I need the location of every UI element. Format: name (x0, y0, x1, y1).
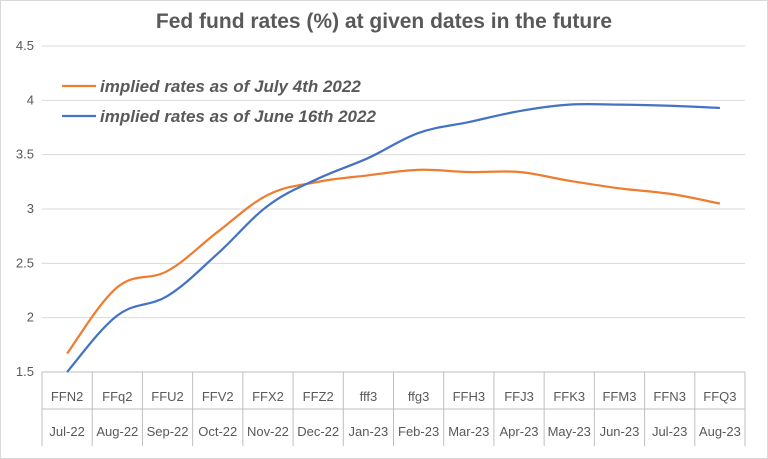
x-tick-label-date: Aug-22 (96, 424, 138, 439)
x-tick-label-code: FFq2 (102, 389, 132, 404)
x-tick-label-code: FFN3 (653, 389, 686, 404)
x-tick-label-code: FFU2 (151, 389, 184, 404)
x-tick-label-code: FFM3 (602, 389, 636, 404)
x-tick-label-code: FFQ3 (703, 389, 736, 404)
legend-label-1: implied rates as of July 4th 2022 (100, 77, 361, 96)
x-tick-label-code: FFV2 (202, 389, 234, 404)
x-tick-label-code: FFZ2 (303, 389, 334, 404)
y-tick-label: 2 (27, 310, 34, 325)
x-tick-label-code: ffg3 (408, 389, 429, 404)
x-tick-label-code: fff3 (360, 389, 378, 404)
y-tick-label: 4.5 (16, 38, 34, 53)
x-tick-label-date: Jan-23 (349, 424, 389, 439)
y-tick-label: 2.5 (16, 255, 34, 270)
y-tick-label: 1.5 (16, 364, 34, 379)
x-tick-label-code: FFN2 (51, 389, 84, 404)
x-tick-label-date: Sep-22 (147, 424, 189, 439)
x-tick-label-date: Apr-23 (500, 424, 539, 439)
y-tick-label: 4 (27, 92, 34, 107)
y-tick-label: 3 (27, 201, 34, 216)
series-line-2 (66, 102, 720, 373)
x-tick-label-date: Nov-22 (247, 424, 289, 439)
x-tick-label-code: FFK3 (553, 389, 585, 404)
x-tick-label-date: May-23 (548, 424, 591, 439)
x-tick-label-date: Jul-23 (652, 424, 687, 439)
x-tick-label-date: Dec-22 (297, 424, 339, 439)
x-tick-label-code: FFJ3 (504, 389, 534, 404)
x-tick-label-date: Oct-22 (198, 424, 237, 439)
x-tick-label-code: FFH3 (453, 389, 486, 404)
chart-title: Fed fund rates (%) at given dates in the… (155, 10, 613, 33)
x-tick-label-date: Jul-22 (49, 424, 84, 439)
y-tick-label: 3.5 (16, 147, 34, 162)
x-tick-label-date: Feb-23 (398, 424, 439, 439)
x-tick-label-code: FFX2 (252, 389, 284, 404)
legend-label-2: implied rates as of June 16th 2022 (100, 107, 376, 126)
x-tick-label-date: Mar-23 (448, 424, 489, 439)
x-tick-label-date: Jun-23 (600, 424, 640, 439)
series-line-1 (66, 168, 721, 355)
x-tick-label-date: Aug-23 (699, 424, 741, 439)
